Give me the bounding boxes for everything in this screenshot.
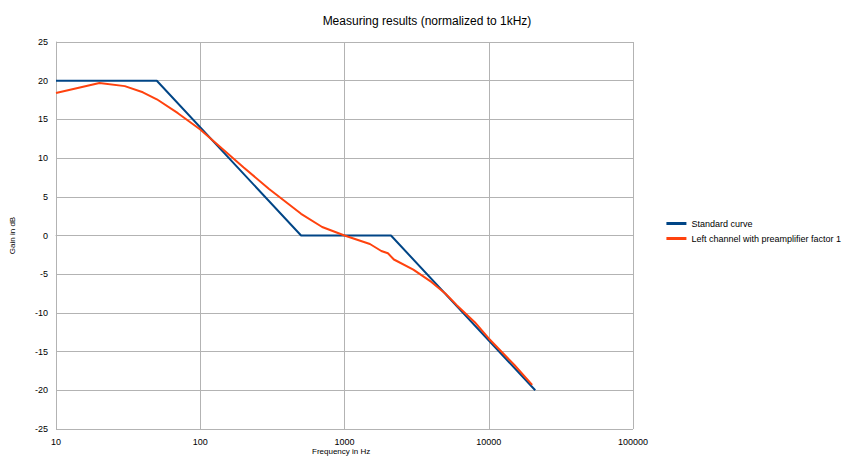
svg-text:10: 10: [51, 437, 61, 447]
svg-text:-10: -10: [35, 308, 48, 318]
svg-text:10: 10: [38, 153, 48, 163]
svg-text:Measuring results (normalized: Measuring results (normalized to 1kHz): [323, 14, 532, 28]
svg-text:5: 5: [43, 192, 48, 202]
svg-text:15: 15: [38, 114, 48, 124]
svg-text:Frequency in Hz: Frequency in Hz: [312, 447, 370, 456]
svg-text:-5: -5: [40, 269, 48, 279]
svg-text:-15: -15: [35, 347, 48, 357]
svg-text:Standard curve: Standard curve: [691, 219, 752, 229]
svg-text:10000: 10000: [476, 437, 501, 447]
svg-text:100000: 100000: [618, 437, 648, 447]
svg-text:100: 100: [193, 437, 208, 447]
svg-text:Left channel with preamplifier: Left channel with preamplifier factor 1: [691, 234, 841, 244]
svg-text:-25: -25: [35, 424, 48, 434]
svg-text:25: 25: [38, 37, 48, 47]
svg-text:Gain in dB: Gain in dB: [8, 217, 17, 254]
svg-text:0: 0: [43, 231, 48, 241]
svg-text:1000: 1000: [334, 437, 354, 447]
svg-text:-20: -20: [35, 385, 48, 395]
svg-text:20: 20: [38, 76, 48, 86]
